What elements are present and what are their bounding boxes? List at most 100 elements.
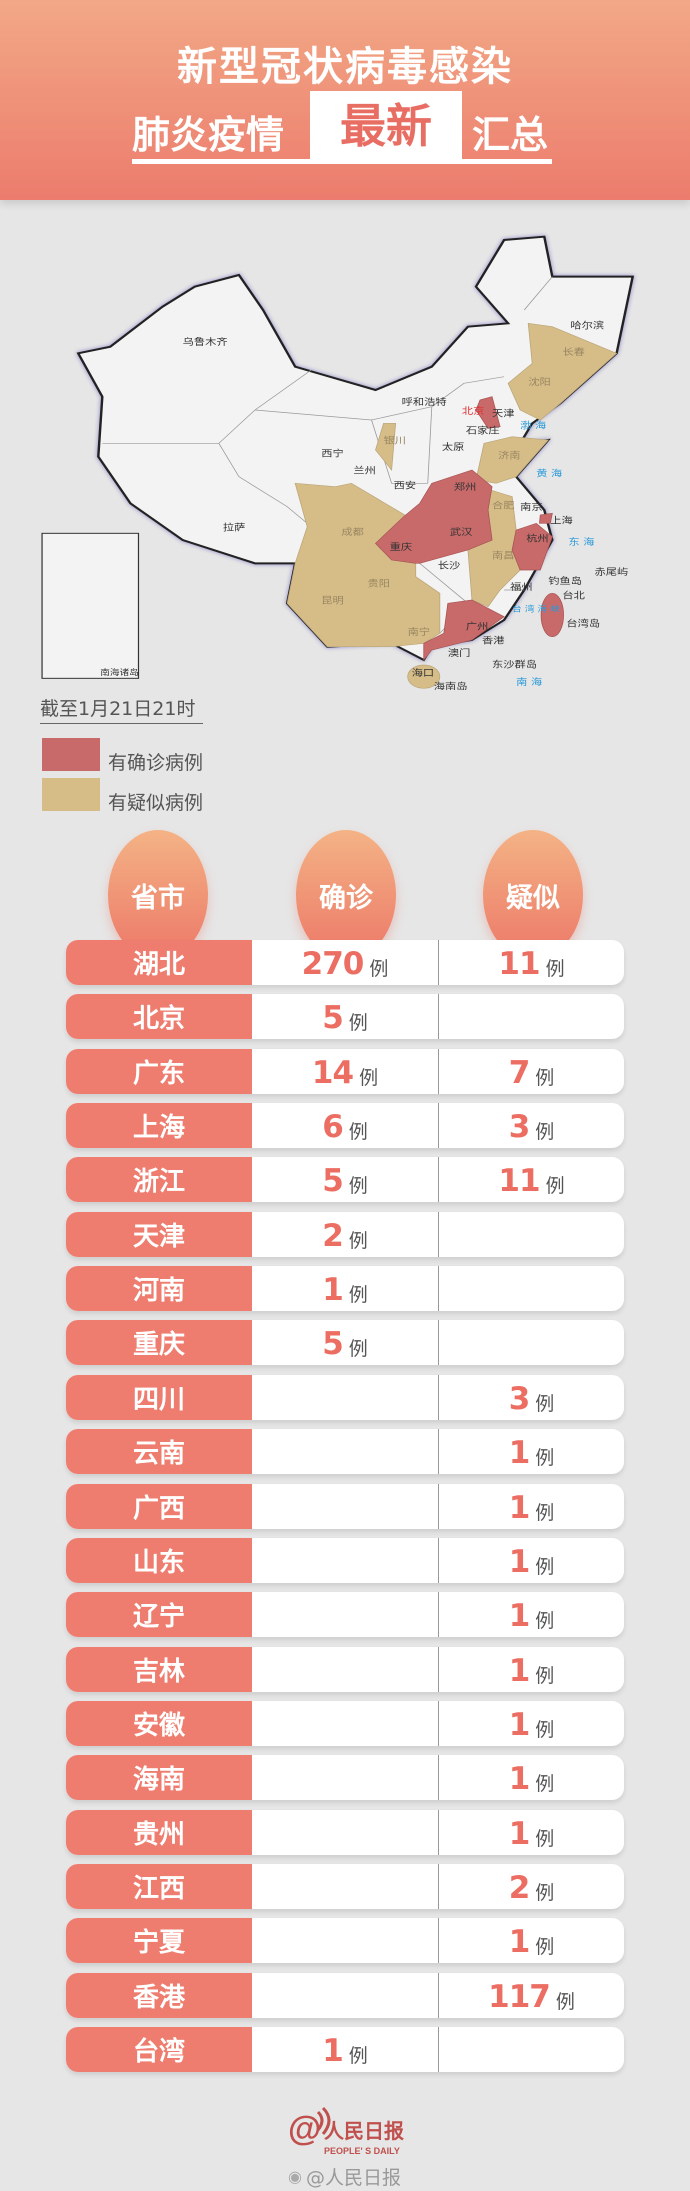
confirmed-cell xyxy=(252,1701,438,1746)
table-row: 贵州 1 例 xyxy=(66,1809,624,1855)
city-label: 南昌 xyxy=(492,549,514,561)
city-label: 呼和浩特 xyxy=(402,397,447,408)
inset-south-china-sea: 南海诸岛 xyxy=(41,532,140,679)
header-banner: 新型冠状病毒感染 肺炎疫情 最新 汇总 xyxy=(0,0,690,200)
suspected-count: 3 xyxy=(508,1380,531,1417)
unit-label: 例 xyxy=(535,1447,555,1470)
inset-label: 南海诸岛 xyxy=(100,667,139,678)
table-row: 香港 117 例 xyxy=(66,1972,624,2018)
confirmed-cell: 270 例 xyxy=(252,940,438,985)
as-of-date: 截至1月21日21时 xyxy=(40,698,196,720)
table-row: 上海 6 例 3 例 xyxy=(66,1103,624,1149)
confirmed-count: 5 xyxy=(322,1326,344,1363)
unit-label: 例 xyxy=(535,1773,555,1796)
city-label: 北京 xyxy=(462,405,484,417)
province-cell: 辽宁 xyxy=(66,1592,252,1638)
table-row: 吉林 1 例 xyxy=(66,1646,624,1692)
suspected-cell: 11 例 xyxy=(438,1157,624,1203)
header-label: 省市 xyxy=(131,882,185,914)
table-row: 云南 1 例 xyxy=(66,1429,624,1475)
city-label: 台北 xyxy=(562,589,585,601)
province-cell: 湖北 xyxy=(66,940,252,985)
table-row: 浙江 5 例 11 例 xyxy=(66,1157,624,1203)
suspected-count: 7 xyxy=(508,1054,531,1091)
unit-label: 例 xyxy=(348,1175,368,1198)
unit-label: 例 xyxy=(535,1664,555,1687)
unit-label: 例 xyxy=(535,1881,555,1904)
table-row: 山东 1 例 xyxy=(66,1537,624,1583)
sea-label: 东 海 xyxy=(568,536,594,548)
table-row: 重庆 5 例 xyxy=(66,1320,624,1366)
suspected-count: 1 xyxy=(508,1598,531,1635)
unit-label: 例 xyxy=(348,2045,368,2067)
weibo-watermark: ◉ @人民日报 xyxy=(288,2163,408,2190)
suspected-regions xyxy=(286,322,618,689)
suspected-count: 117 xyxy=(488,1978,551,2015)
suspected-count: 1 xyxy=(508,1761,531,1798)
province-cell: 北京 xyxy=(66,994,252,1040)
city-label: 澳门 xyxy=(448,647,470,659)
header-province: 省市 xyxy=(108,830,208,960)
map-labels: 乌鲁木齐 拉萨 西宁 兰州 银川 西安 呼和浩特 北京 天津 石家庄 太原 济南… xyxy=(183,319,629,690)
city-label: 武汉 xyxy=(450,526,473,538)
unit-label: 例 xyxy=(535,1555,555,1578)
table-row: 海南 1 例 xyxy=(66,1755,624,1801)
peoples-daily-logo: @ 人民日报 PEOPLE' S DAILY xyxy=(288,2106,404,2156)
svg-text:PEOPLE' S DAILY: PEOPLE' S DAILY xyxy=(324,2146,400,2156)
header-suspected: 疑似 xyxy=(483,830,583,960)
confirmed-count: 5 xyxy=(322,1000,344,1037)
province-cell: 浙江 xyxy=(66,1157,252,1203)
province-cell: 天津 xyxy=(66,1211,252,1257)
city-label: 西安 xyxy=(394,479,416,491)
suspected-cell xyxy=(438,994,624,1040)
province-cell: 安徽 xyxy=(66,1700,252,1746)
unit-label: 例 xyxy=(555,1990,575,2013)
weibo-icon: ◉ xyxy=(288,2167,302,2186)
city-label: 长春 xyxy=(562,347,584,358)
confirmed-cell xyxy=(252,1484,438,1529)
city-label: 拉萨 xyxy=(223,522,245,534)
confirmed-cell: 14 例 xyxy=(252,1049,438,1094)
unit-label: 例 xyxy=(545,1175,565,1198)
city-label: 石家庄 xyxy=(466,424,500,436)
suspected-cell xyxy=(438,2027,624,2072)
suspected-count: 2 xyxy=(508,1869,531,1906)
confirmed-cell xyxy=(252,1375,438,1420)
city-label: 杭州 xyxy=(526,533,548,545)
title-underline xyxy=(132,159,552,164)
suspected-count: 1 xyxy=(508,1815,531,1852)
province-cell: 江西 xyxy=(66,1863,252,1909)
legend-swatch-suspected xyxy=(42,778,100,811)
unit-label: 例 xyxy=(535,1066,555,1089)
city-label: 太原 xyxy=(442,441,464,453)
unit-label: 例 xyxy=(348,1284,368,1307)
city-label: 沈阳 xyxy=(528,376,550,388)
table-row: 江西 2 例 xyxy=(66,1863,624,1909)
unit-label: 例 xyxy=(535,1501,555,1524)
city-label: 广州 xyxy=(466,621,488,632)
confirmed-count: 270 xyxy=(301,946,365,982)
unit-label: 例 xyxy=(348,1229,368,1252)
header-label: 确诊 xyxy=(319,882,373,914)
province-cell: 香港 xyxy=(66,1972,252,2018)
table-row: 台湾 1 例 xyxy=(66,2027,624,2072)
header-confirmed: 确诊 xyxy=(296,830,396,960)
suspected-cell: 117 例 xyxy=(438,1972,624,2018)
suspected-count: 11 xyxy=(498,946,540,982)
suspected-count: 1 xyxy=(508,1489,531,1526)
title-line-2-left: 肺炎疫情 xyxy=(132,113,285,157)
weibo-handle: @人民日报 xyxy=(305,2167,401,2189)
confirmed-cell xyxy=(252,1647,438,1692)
table-row: 宁夏 1 例 xyxy=(66,1918,624,1964)
city-label: 重庆 xyxy=(390,541,412,553)
confirmed-cell xyxy=(252,1429,438,1474)
confirmed-cell xyxy=(252,1973,438,2018)
province-cell: 广东 xyxy=(66,1048,252,1094)
